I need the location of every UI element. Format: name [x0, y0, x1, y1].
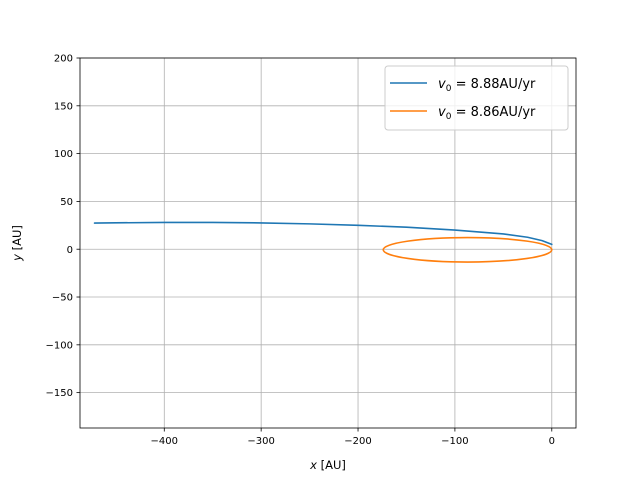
- x-tick-label: −100: [441, 436, 468, 447]
- y-ticks: −150 −100 −50 0 50 100 150 200: [46, 54, 80, 399]
- y-axis-label: y [AU]: [10, 225, 24, 262]
- legend: v0 = 8.88AU/yr v0 = 8.86AU/yr: [384, 65, 569, 131]
- series-layer: [93, 221, 553, 263]
- x-tick-label: 0: [549, 436, 555, 447]
- grid: [80, 57, 576, 428]
- x-tick-label: −400: [151, 436, 178, 447]
- y-tick-label: −150: [46, 388, 73, 399]
- x-ticks: −400 −300 −200 −100 0: [151, 428, 555, 447]
- plot-frame: [79, 57, 577, 429]
- x-axis-label: x [AU]: [309, 458, 346, 472]
- legend-label-1: v0 = 8.86AU/yr: [438, 105, 536, 122]
- y-tick-label: 100: [54, 149, 73, 160]
- y-tick-label: −50: [52, 293, 73, 304]
- x-tick-label: −200: [344, 436, 371, 447]
- y-tick-label: 150: [54, 101, 73, 112]
- series-0-line: [93, 221, 553, 246]
- y-tick-label: −100: [46, 340, 73, 351]
- series-1-line: [382, 236, 553, 263]
- y-tick-label: 50: [60, 197, 73, 208]
- y-tick-label: 200: [54, 54, 73, 65]
- legend-box: [384, 65, 569, 131]
- legend-label-0: v0 = 8.88AU/yr: [438, 77, 536, 94]
- y-tick-label: 0: [67, 245, 73, 256]
- x-tick-label: −300: [247, 436, 274, 447]
